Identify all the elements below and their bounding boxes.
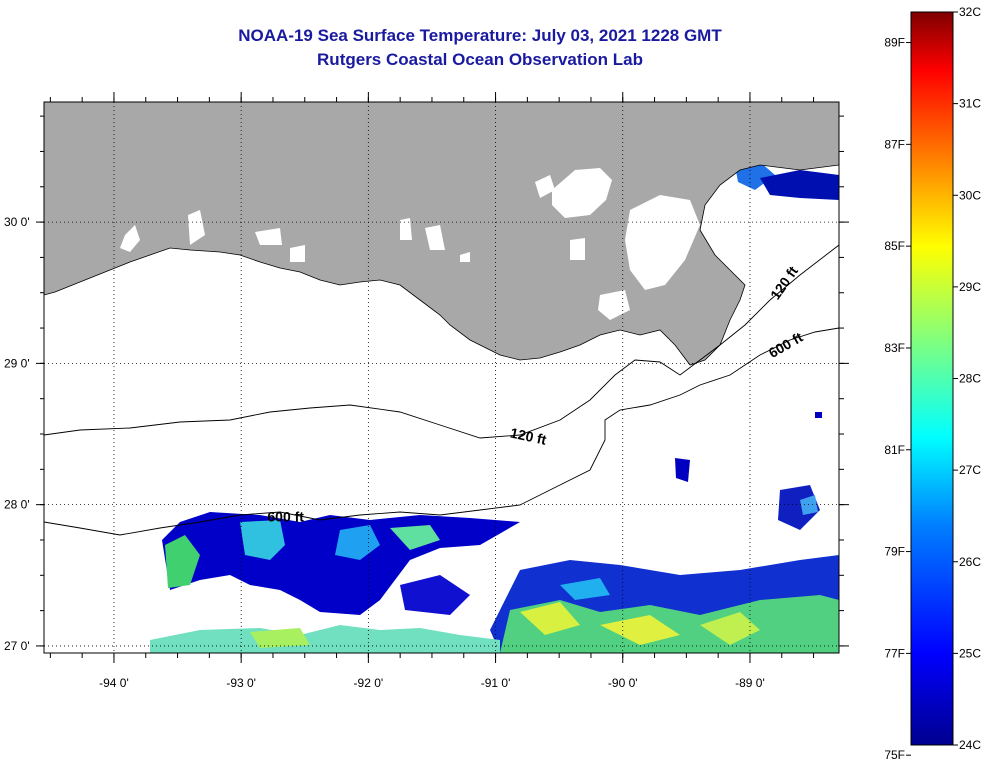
colorbar-fahrenheit-label: 79F: [884, 545, 905, 559]
colorbar-celsius-label: 27C: [959, 463, 981, 477]
colorbar-celsius-label: 25C: [959, 646, 981, 660]
lon-tick-label: -92 0': [354, 676, 384, 690]
colorbar-celsius-label: 28C: [959, 372, 981, 386]
colorbar: [910, 11, 954, 746]
lat-tick-label: 28 0': [4, 498, 30, 512]
lon-tick-label: -91 0': [481, 676, 511, 690]
lat-lon-grid: [44, 102, 839, 653]
contour-label: 600 ft: [267, 509, 304, 525]
lon-tick-label: -93 0': [226, 676, 256, 690]
sst-data-layer: [150, 162, 839, 653]
colorbar-celsius-label: 30C: [959, 188, 981, 202]
lat-tick-label: 29 0': [4, 356, 30, 370]
colorbar-fahrenheit-label: 87F: [884, 137, 905, 151]
colorbar-celsius-label: 31C: [959, 97, 981, 111]
map-subtitle: Rutgers Coastal Ocean Observation Lab: [317, 50, 643, 69]
colorbar-fahrenheit-label: 89F: [884, 36, 905, 50]
map-title: NOAA-19 Sea Surface Temperature: July 03…: [238, 26, 722, 45]
colorbar-fahrenheit-label: 85F: [884, 239, 905, 253]
bathymetry-contours: [44, 244, 839, 536]
inland-lakes: [120, 168, 700, 320]
lon-tick-label: -89 0': [735, 676, 765, 690]
colorbar-fahrenheit-label: 75F: [884, 748, 905, 761]
colorbar-fahrenheit-label: 81F: [884, 443, 905, 457]
lat-tick-label: 27 0': [4, 639, 30, 653]
lon-tick-label: -90 0': [608, 676, 638, 690]
colorbar-celsius-label: 29C: [959, 280, 981, 294]
colorbar-celsius-label: 32C: [959, 5, 981, 19]
colorbar-celsius-label: 24C: [959, 738, 981, 752]
colorbar-celsius-label: 26C: [959, 555, 981, 569]
lat-tick-label: 30 0': [4, 215, 30, 229]
colorbar-fahrenheit-label: 77F: [884, 646, 905, 660]
contour-label: 120 ft: [509, 425, 548, 448]
map-frame: [43, 101, 840, 654]
colorbar-fahrenheit-label: 83F: [884, 341, 905, 355]
lon-tick-label: -94 0': [99, 676, 129, 690]
